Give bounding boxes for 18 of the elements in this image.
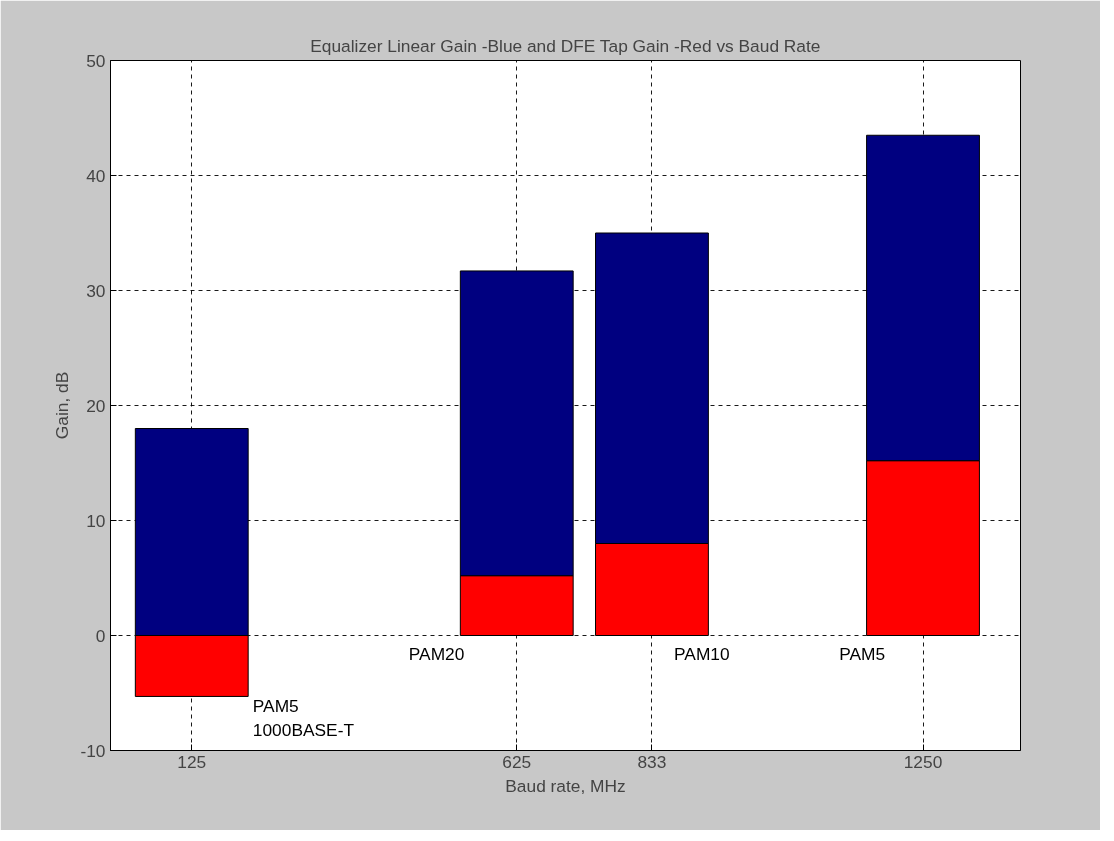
annotation: PAM5 1000BASE-T [252,696,355,741]
annotation: PAM5 [839,643,886,664]
y-tick-label: 50 [86,50,106,71]
y-axis-title: Gain, dB [52,371,73,440]
y-tick-label: 30 [86,280,106,301]
y-tick-label: 0 [95,625,106,646]
x-tick-label: 1250 [903,751,943,772]
annotation: PAM20 [408,643,465,664]
x-axis-title: Baud rate, MHz [505,775,626,796]
annotation: PAM10 [674,643,730,664]
y-tick-label: 20 [86,395,106,416]
chart-title: Equalizer Linear Gain -Blue and DFE Tap Gain -Red vs Baud Rate [310,35,821,56]
x-tick-label: 625 [502,751,532,772]
x-tick-label: 125 [177,751,207,772]
x-tick-label: 833 [637,751,667,772]
y-tick-label: 40 [86,165,106,186]
y-tick-label: -10 [80,740,106,761]
y-tick-label: 10 [86,510,106,531]
